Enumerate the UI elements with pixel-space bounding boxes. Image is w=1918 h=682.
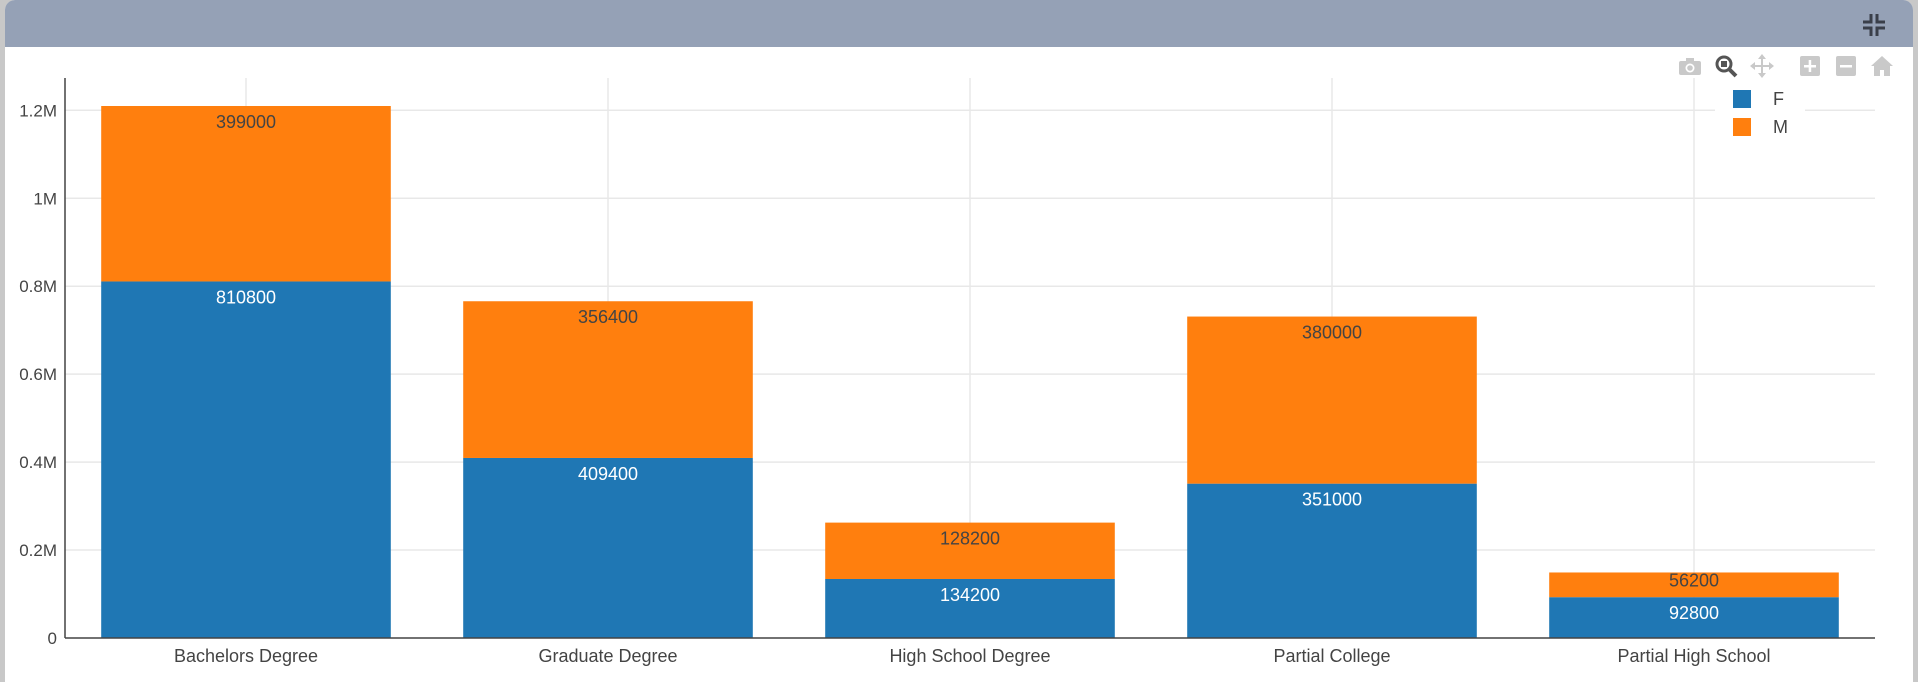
data-label: 134200: [940, 585, 1000, 605]
legend-background: [1715, 86, 1805, 146]
data-label: 128200: [940, 529, 1000, 549]
y-tick-label: 0.4M: [19, 453, 57, 472]
bar-m[interactable]: [825, 522, 1115, 579]
legend-swatch-m[interactable]: [1733, 118, 1751, 136]
y-tick-label: 1.2M: [19, 101, 57, 120]
y-tick-label: 0.2M: [19, 541, 57, 560]
x-tick-label: Partial College: [1273, 646, 1390, 666]
x-tick-label: Graduate Degree: [538, 646, 677, 666]
pan-icon[interactable]: [1749, 53, 1775, 79]
axes: 0 0.2M 0.4M 0.6M 0.8M 1M 1.2M Bachelors Degree G…: [19, 78, 1875, 666]
legend[interactable]: FM: [1715, 86, 1805, 146]
zoom-in-icon[interactable]: [1797, 53, 1823, 79]
x-tick-label: Partial High School: [1617, 646, 1770, 666]
zoom-icon[interactable]: [1713, 53, 1739, 79]
legend-swatch-f[interactable]: [1733, 90, 1751, 108]
y-tick-label: 1M: [33, 189, 57, 208]
bar-f[interactable]: [101, 281, 391, 638]
home-icon[interactable]: [1869, 53, 1895, 79]
chart-panel: 810800 399000 409400 356400 134200 128200 3510…: [5, 0, 1913, 682]
bar-f[interactable]: [463, 457, 753, 638]
data-label: 409400: [578, 464, 638, 484]
data-label: 56200: [1669, 570, 1719, 590]
legend-label-f[interactable]: F: [1773, 89, 1784, 109]
y-tick-label: 0.8M: [19, 277, 57, 296]
bar-m[interactable]: [463, 301, 753, 458]
bar-f[interactable]: [825, 578, 1115, 638]
zoom-out-icon[interactable]: [1833, 53, 1859, 79]
data-label: 810800: [216, 287, 276, 307]
bar-f[interactable]: [1549, 597, 1839, 638]
bar-chart: 810800 399000 409400 356400 134200 128200 3510…: [19, 78, 1875, 666]
bar-m[interactable]: [1187, 316, 1477, 484]
bar-m[interactable]: [101, 106, 391, 282]
x-tick-label: Bachelors Degree: [174, 646, 318, 666]
data-label: 92800: [1669, 603, 1719, 623]
bar-m[interactable]: [1549, 572, 1839, 598]
bar-f[interactable]: [1187, 483, 1477, 638]
bars: 810800 399000 409400 356400 134200 128200 3510…: [101, 106, 1839, 638]
legend-label-m[interactable]: M: [1773, 117, 1788, 137]
y-tick-label: 0: [48, 629, 57, 648]
y-tick-label: 0.6M: [19, 365, 57, 384]
data-label: 399000: [216, 112, 276, 132]
data-label: 380000: [1302, 323, 1362, 343]
panel-titlebar: [5, 0, 1913, 47]
modebar: [1677, 52, 1895, 80]
data-label: 356400: [578, 307, 638, 327]
x-tick-label: High School Degree: [889, 646, 1050, 666]
data-label: 351000: [1302, 490, 1362, 510]
compress-icon[interactable]: [1861, 12, 1887, 38]
camera-icon[interactable]: [1677, 53, 1703, 79]
